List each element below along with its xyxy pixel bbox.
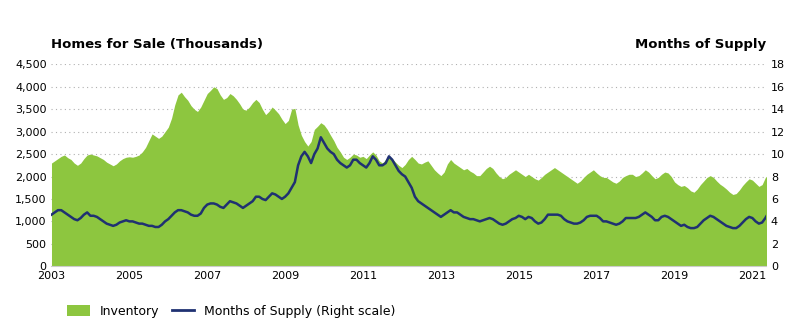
Text: Months of Supply: Months of Supply xyxy=(635,38,766,51)
Legend: Inventory, Months of Supply (Right scale): Inventory, Months of Supply (Right scale… xyxy=(62,300,401,323)
Text: Homes for Sale (Thousands): Homes for Sale (Thousands) xyxy=(51,38,263,51)
